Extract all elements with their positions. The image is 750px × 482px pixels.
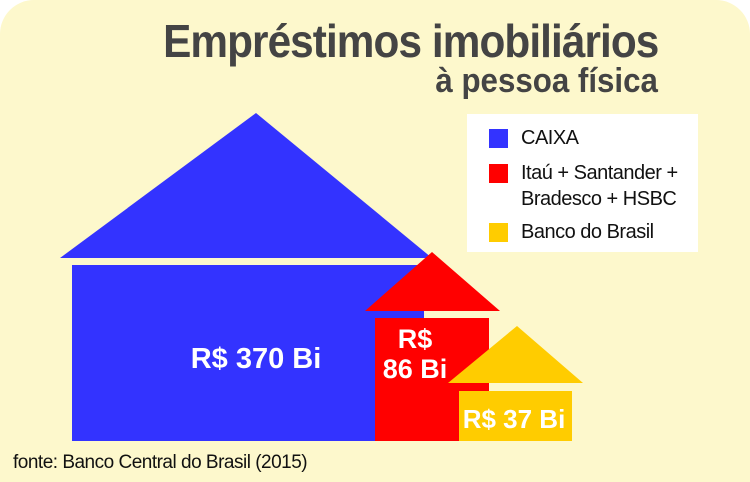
legend-label: Banco do Brasil	[521, 221, 654, 243]
legend-label-line1: Itaú + Santander +	[521, 162, 678, 184]
house-body-caixa	[72, 265, 424, 441]
chart-subtitle: à pessoa física	[435, 62, 658, 100]
legend-item-banco-do-brasil: Banco do Brasil	[489, 219, 701, 245]
house-roof-caixa	[60, 113, 432, 258]
legend-label: CAIXA	[521, 127, 579, 149]
house-roof-itau-santander-bradesco-hsbc	[365, 252, 500, 311]
house-body-banco-do-brasil	[459, 391, 572, 441]
legend-swatch-blue	[489, 129, 508, 148]
legend-swatch-red	[489, 164, 508, 183]
value-label-itau-line1: R$	[398, 324, 433, 354]
legend-swatch-yellow	[489, 223, 508, 242]
chart-title: Empréstimos imobiliários	[162, 15, 659, 67]
legend-label: Itaú + Santander + Bradesco + HSBC	[521, 160, 701, 212]
value-label-banco-do-brasil: R$ 37 Bi	[463, 404, 566, 434]
legend: CAIXA Itaú + Santander + Bradesco + HSBC …	[467, 114, 698, 252]
value-label-caixa: R$ 370 Bi	[191, 343, 322, 375]
value-label-itau-line2: 86 Bi	[383, 354, 448, 384]
legend-item-itau-santander-bradesco-hsbc: Itaú + Santander + Bradesco + HSBC	[489, 160, 701, 212]
source-note: fonte: Banco Central do Brasil (2015)	[13, 452, 308, 473]
legend-label-line2: Bradesco + HSBC	[521, 188, 677, 210]
house-roof-banco-do-brasil	[448, 326, 583, 383]
legend-item-caixa: CAIXA	[489, 125, 701, 151]
